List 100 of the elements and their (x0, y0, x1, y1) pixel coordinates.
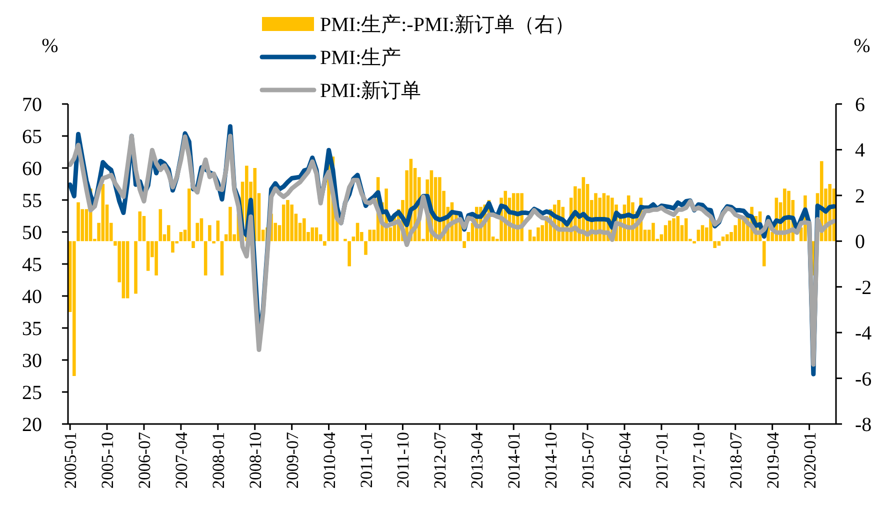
bar (700, 225, 704, 242)
bar (97, 222, 100, 242)
bar (105, 204, 109, 242)
bar (188, 188, 191, 242)
bar (166, 225, 170, 242)
bar (196, 222, 200, 242)
y-tick-label: 60 (22, 158, 42, 180)
bar (668, 220, 672, 242)
bar (388, 227, 392, 242)
bar (138, 211, 142, 242)
bar (290, 204, 294, 242)
legend-label: PMI:生产:-PMI:新订单（右） (320, 14, 574, 36)
bar (192, 241, 195, 248)
bar (278, 225, 282, 242)
bar (282, 204, 286, 242)
bar (274, 222, 278, 242)
bar (462, 241, 466, 248)
bar (536, 227, 540, 242)
y-tick-label: 35 (22, 318, 42, 340)
bar (704, 227, 708, 242)
bar (183, 230, 187, 242)
y-tick-label: 65 (22, 126, 42, 148)
bar (680, 225, 684, 242)
bar (257, 193, 261, 242)
bar (696, 230, 700, 242)
bar (84, 209, 88, 242)
bar (352, 236, 356, 242)
bar (122, 241, 126, 298)
bar (232, 234, 236, 242)
bar (80, 209, 84, 242)
x-tick-label: 2019-04 (763, 432, 782, 489)
bar (118, 241, 121, 282)
bar (348, 241, 351, 266)
bar (286, 200, 290, 242)
bar (652, 222, 655, 242)
bar (298, 222, 302, 242)
bar (150, 241, 154, 258)
bar (220, 241, 224, 276)
x-tick-label: 2017-01 (652, 432, 672, 489)
bar (93, 238, 96, 242)
bar (672, 218, 676, 242)
y2-tick-label: 4 (855, 140, 865, 162)
bar (528, 230, 532, 242)
bar (770, 232, 774, 242)
bar (134, 241, 138, 294)
x-tick-label: 2011-01 (356, 432, 376, 488)
bar (208, 225, 212, 242)
bar (344, 238, 347, 242)
legend-label: PMI:新订单 (320, 80, 422, 102)
y2-tick-label: -8 (855, 414, 872, 436)
bar (224, 234, 228, 242)
bar (356, 222, 360, 242)
bar (200, 218, 204, 242)
y2-axis-title: % (854, 35, 870, 57)
y2-tick-label: -2 (855, 276, 872, 299)
bar (364, 241, 368, 255)
bar (647, 230, 651, 242)
bar (643, 230, 647, 242)
y-tick-label: 45 (22, 254, 42, 276)
bar (76, 202, 80, 242)
bar (688, 238, 692, 242)
x-tick-label: 2009-07 (282, 432, 302, 489)
x-tick-label: 2013-04 (468, 432, 487, 489)
bar (496, 238, 499, 242)
bar (730, 232, 733, 242)
bar (154, 241, 158, 276)
bar (323, 241, 326, 246)
x-tick-label: 2006-07 (134, 432, 154, 489)
x-tick-label: 2012-07 (430, 432, 450, 489)
bar (294, 214, 298, 242)
bar (372, 230, 376, 242)
bar (540, 225, 544, 242)
bar (261, 230, 265, 242)
bar (158, 209, 162, 242)
bar (216, 220, 220, 242)
bar (310, 227, 314, 242)
bar (204, 241, 208, 276)
y-tick-label: 30 (22, 350, 42, 372)
bar (360, 232, 364, 242)
bar (126, 241, 130, 298)
bar (664, 225, 668, 242)
bar (114, 241, 117, 246)
x-tick-label: 2007-04 (172, 432, 191, 489)
y-axis-title: % (42, 35, 58, 57)
bar (491, 236, 495, 242)
y2-tick-label: -6 (855, 368, 872, 390)
x-tick-label: 2014-10 (542, 432, 561, 489)
x-tick-label: 2008-01 (208, 432, 228, 489)
y-tick-label: 20 (22, 414, 42, 436)
bar (656, 238, 659, 242)
bar (72, 241, 76, 376)
bar (109, 222, 113, 242)
legend-label: PMI:生产 (320, 47, 402, 69)
bar (726, 234, 729, 242)
y2-tick-label: 6 (855, 94, 865, 116)
y-tick-label: 50 (22, 222, 42, 244)
y-tick-label: 70 (22, 94, 42, 116)
x-tick-label: 2014-01 (504, 432, 524, 489)
x-tick-label: 2011-10 (394, 432, 413, 488)
bar (171, 241, 174, 253)
